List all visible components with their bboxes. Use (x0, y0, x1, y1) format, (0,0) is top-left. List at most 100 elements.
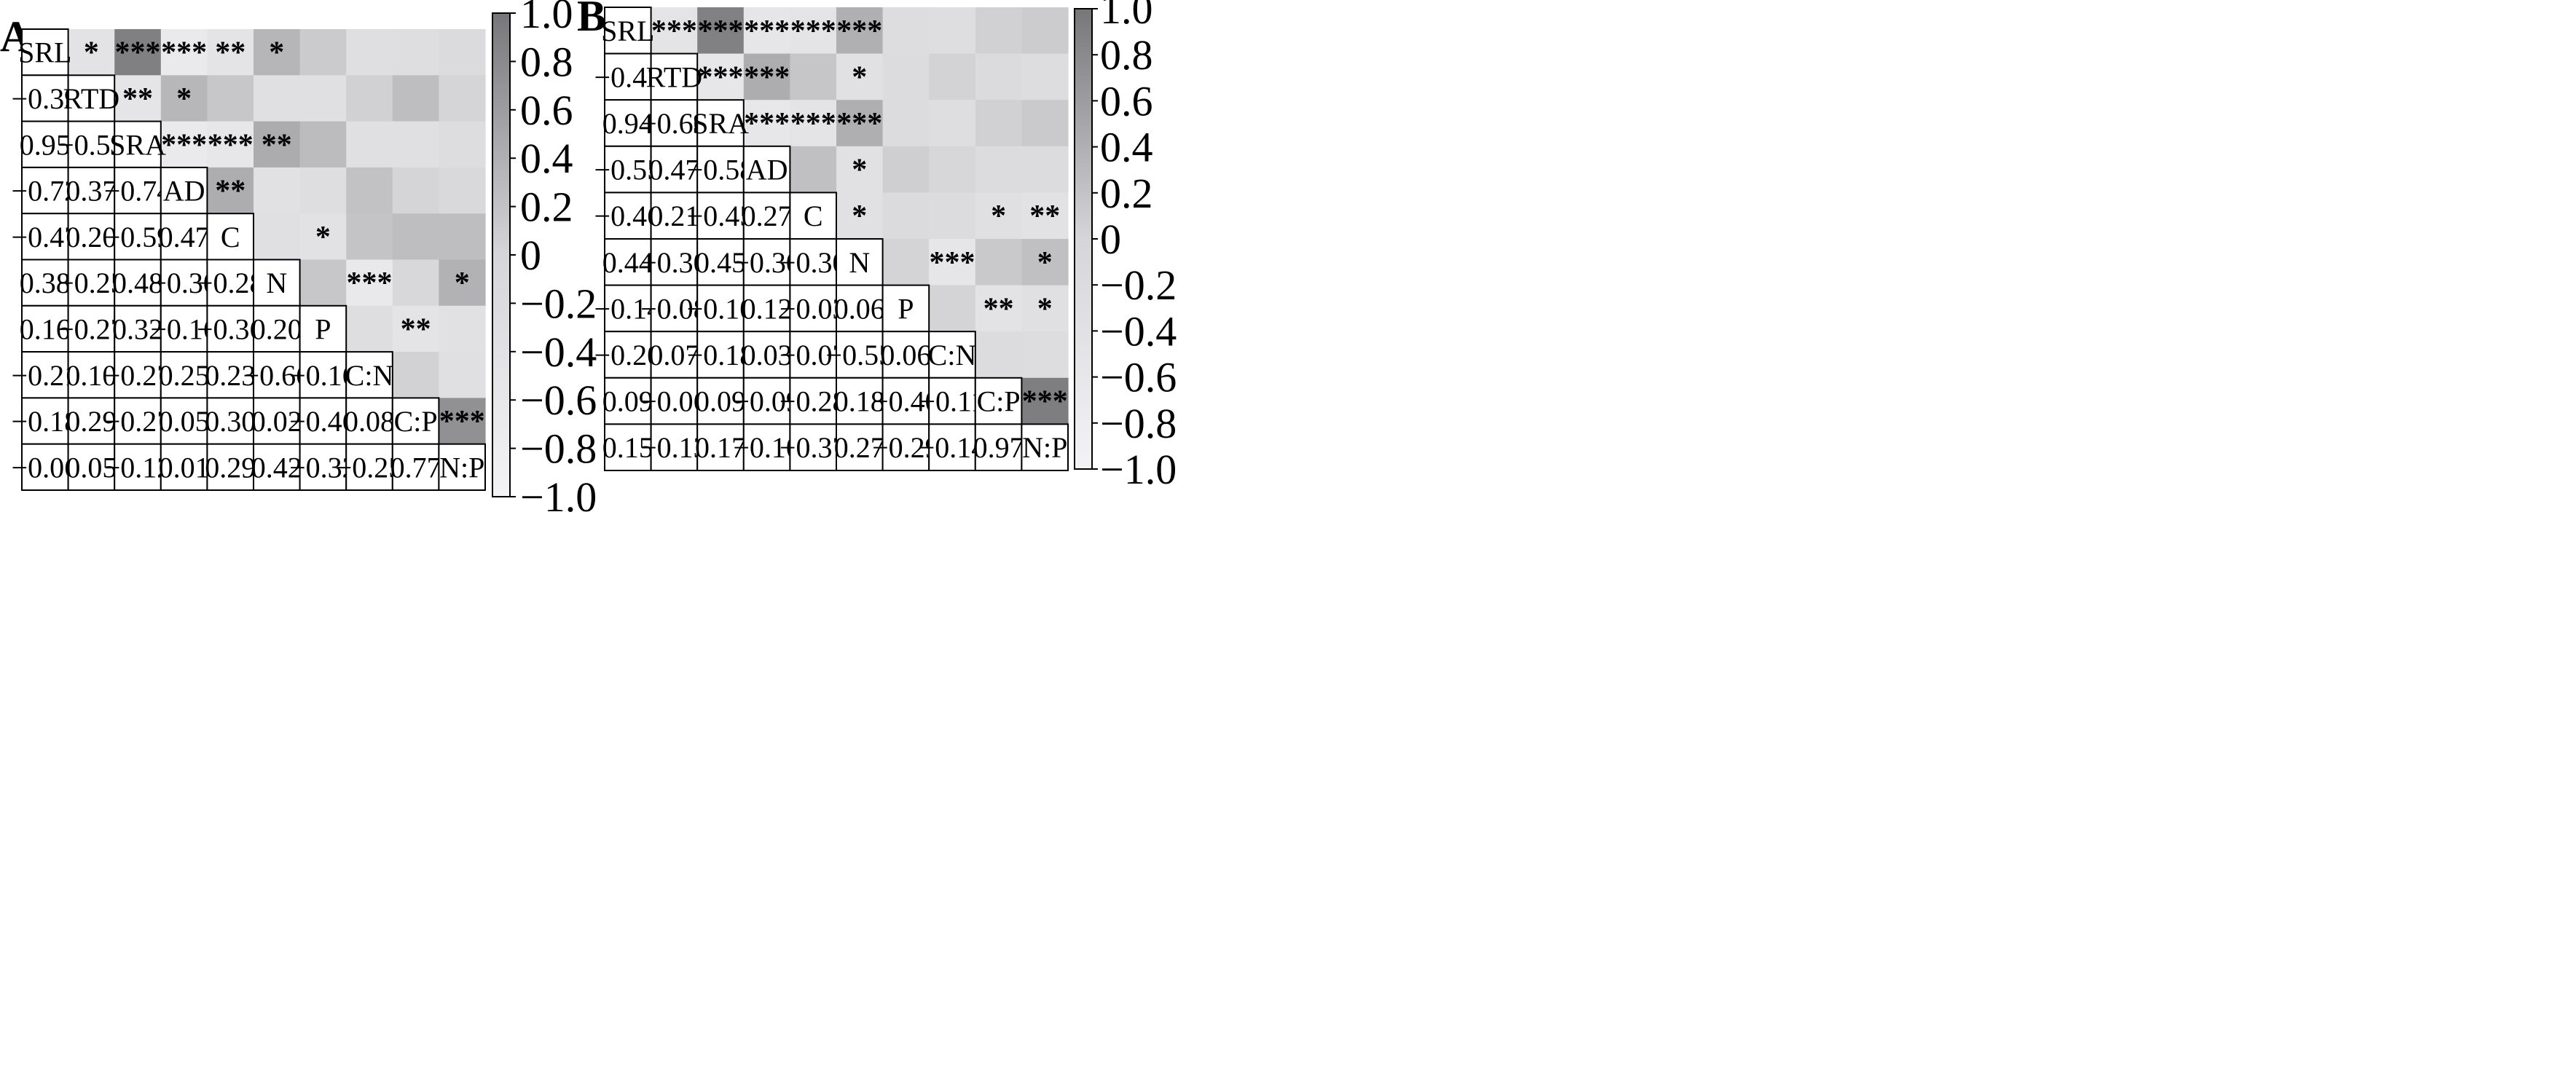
heatmap-cell (160, 29, 208, 76)
heatmap-cell (392, 75, 439, 122)
heatmap-cell (439, 398, 486, 445)
correlation-cell (67, 166, 116, 215)
significance-marker: *** (836, 107, 882, 141)
diagonal-cell (604, 7, 652, 55)
diagonal-cell (438, 443, 487, 492)
significance-marker: *** (744, 107, 790, 141)
correlation-cell (604, 377, 652, 425)
heatmap-cell (439, 75, 486, 122)
significance-marker: * (852, 200, 867, 233)
heatmap-cell (346, 75, 393, 122)
heatmap-cell (299, 121, 347, 168)
variable-label: SRL (601, 15, 654, 47)
heatmap-cell (160, 121, 208, 168)
correlation-value: 0.06 (880, 339, 931, 371)
significance-marker: *** (698, 60, 744, 94)
correlation-value: 0.37 (66, 175, 117, 208)
correlation-cell (345, 397, 393, 445)
significance-marker: * (852, 60, 867, 94)
significance-marker: ** (262, 128, 292, 162)
heatmap-cell (882, 146, 930, 193)
correlation-cell (114, 259, 162, 307)
correlation-cell (604, 423, 652, 472)
colorbar-tick-label: 1.0 (520, 0, 573, 37)
correlation-cell (114, 166, 162, 215)
heatmap-cell (439, 167, 486, 214)
heatmap-cell (1021, 53, 1069, 101)
diagonal-cell (299, 304, 347, 353)
diagonal-cell (928, 331, 976, 379)
significance-marker: *** (698, 15, 744, 48)
heatmap-cell (299, 259, 347, 307)
heatmap-cell (439, 352, 486, 398)
diagonal-cell (836, 238, 884, 286)
heatmap-cell (392, 29, 439, 76)
variable-label: N:P (439, 451, 484, 484)
correlation-value: 0.09 (602, 385, 653, 418)
colorbar-tick-label: 0.6 (520, 87, 573, 134)
correlation-cell (67, 397, 116, 445)
heatmap-cell (439, 29, 486, 76)
correlation-cell (789, 377, 838, 425)
heatmap-cell (836, 53, 884, 101)
correlation-cell (253, 304, 301, 353)
heatmap-cell (836, 146, 884, 193)
correlation-value: 0.01 (159, 451, 210, 484)
correlation-value: 0.16 (20, 312, 71, 345)
significance-marker: *** (1022, 385, 1068, 419)
correlation-cell (160, 443, 208, 492)
colorbar-tick-label: 0.4 (1100, 124, 1153, 171)
correlation-value: 0.95 (20, 128, 71, 161)
heatmap-cell (392, 167, 439, 214)
correlation-cell (742, 423, 791, 472)
significance-marker: *** (651, 15, 697, 48)
significance-marker: * (1037, 292, 1053, 326)
heatmap-cell (1021, 285, 1069, 332)
heatmap-cell (1021, 7, 1069, 55)
correlation-cell (206, 397, 254, 445)
correlation-cell (160, 351, 208, 399)
heatmap-cell (392, 352, 439, 398)
correlation-value: 0.27 (834, 431, 885, 464)
heatmap-cell (392, 213, 439, 261)
colorbar-tick-label: 0.2 (520, 184, 573, 231)
correlation-value: 0.02 (251, 405, 302, 438)
panel-label: B (577, 0, 606, 40)
correlation-value: 0.38 (20, 267, 71, 299)
correlation-cell (114, 351, 162, 399)
variable-label: C (804, 200, 823, 232)
colorbar-tick-label: 0.8 (520, 38, 573, 85)
correlation-value: 0.12 (742, 292, 793, 325)
diagonal-cell (253, 259, 301, 307)
correlation-cell (696, 423, 745, 472)
correlation-cell (160, 304, 208, 353)
diagonal-cell (160, 166, 208, 215)
heatmap-cell (392, 305, 439, 352)
correlation-cell (742, 331, 791, 379)
significance-marker: *** (930, 246, 975, 280)
correlation-value: 0.42 (251, 451, 302, 484)
colorbar-tick-label: −0.8 (520, 425, 597, 473)
heatmap-cell (346, 305, 393, 352)
correlation-cell (881, 331, 930, 379)
colorbar-tick-label: −0.4 (1100, 307, 1177, 355)
heatmap-cell (929, 285, 976, 332)
heatmap-cell (1021, 146, 1069, 193)
heatmap-cell (975, 331, 1022, 379)
variable-label: SRL (18, 36, 71, 69)
significance-marker: ** (122, 82, 153, 116)
significance-marker: *** (744, 15, 790, 48)
colorbar-tick-label: 0.6 (1100, 77, 1153, 125)
significance-marker: ** (1029, 200, 1060, 233)
heatmap-cell (790, 7, 837, 55)
heatmap-cell (392, 259, 439, 307)
correlation-value: 0.47 (159, 221, 210, 253)
colorbar-tick-label: −1.0 (520, 473, 597, 521)
correlation-value: 0.07 (648, 339, 699, 371)
correlation-value: 0.21 (648, 200, 699, 232)
correlation-cell (696, 238, 745, 286)
correlation-value: 0.09 (695, 385, 746, 418)
significance-marker: *** (790, 15, 836, 48)
significance-marker: * (269, 36, 284, 70)
correlation-cell (114, 304, 162, 353)
